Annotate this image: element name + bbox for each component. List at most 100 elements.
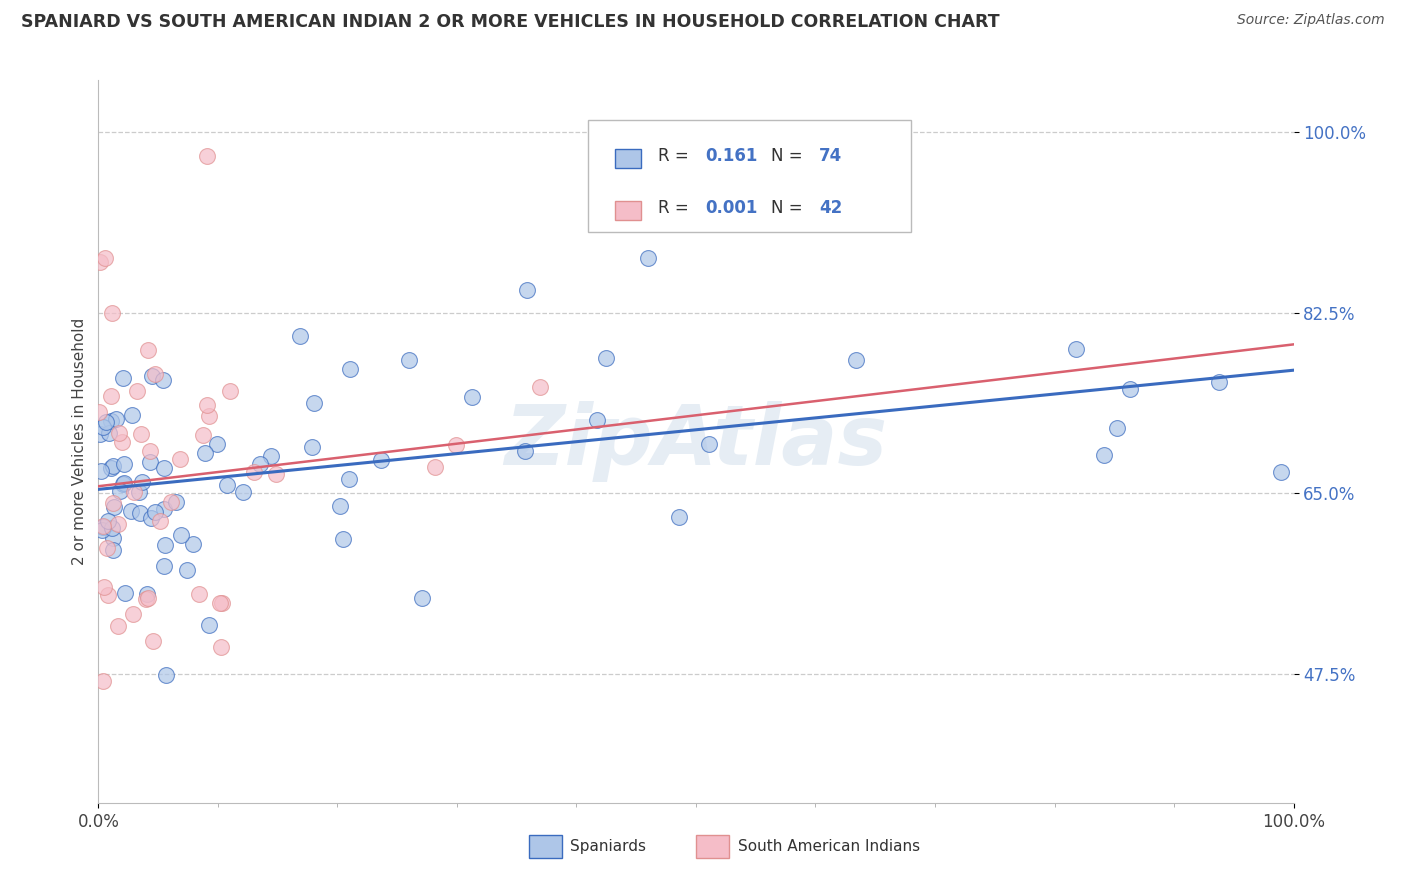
Point	[1107, 421, 1129, 435]
Point	[329, 500, 352, 514]
Point	[94, 251, 117, 265]
Point	[529, 380, 551, 394]
Point	[143, 505, 166, 519]
Text: 0.161: 0.161	[706, 147, 758, 165]
Point	[101, 531, 124, 545]
Point	[209, 640, 232, 655]
Point	[128, 484, 150, 499]
Point	[101, 542, 124, 557]
Point	[120, 504, 142, 518]
Point	[129, 506, 152, 520]
Point	[219, 384, 242, 399]
Point	[155, 668, 177, 682]
Point	[187, 587, 209, 601]
Point	[124, 484, 146, 499]
Point	[411, 591, 433, 606]
Point	[108, 483, 131, 498]
Point	[337, 472, 360, 486]
Point	[149, 514, 172, 528]
Text: South American Indians: South American Indians	[738, 839, 920, 855]
Point	[152, 460, 174, 475]
Point	[264, 467, 287, 482]
Point	[89, 405, 111, 419]
Point	[370, 452, 392, 467]
Point	[100, 414, 122, 428]
Point	[232, 484, 254, 499]
Point	[195, 398, 218, 412]
Point	[1092, 448, 1115, 462]
Point	[96, 541, 118, 556]
Point	[127, 384, 149, 398]
Point	[101, 496, 124, 510]
Point	[243, 465, 266, 479]
Point	[89, 255, 111, 269]
Point	[586, 413, 609, 427]
Point	[107, 619, 129, 633]
Point	[181, 537, 204, 551]
Point	[425, 459, 447, 474]
Text: 0.001: 0.001	[706, 199, 758, 217]
Point	[170, 528, 193, 542]
Point	[108, 426, 131, 441]
Point	[100, 389, 122, 403]
Point	[165, 495, 187, 509]
Text: 42: 42	[820, 199, 842, 217]
Point	[100, 306, 122, 320]
Point	[304, 396, 326, 410]
Point	[141, 633, 163, 648]
Point	[129, 427, 152, 442]
Point	[516, 284, 538, 298]
Point	[513, 443, 536, 458]
Point	[131, 475, 153, 489]
Point	[97, 588, 120, 602]
Point	[152, 373, 174, 387]
Point	[89, 427, 111, 442]
Point	[111, 435, 134, 450]
Point	[104, 412, 127, 426]
Text: N =: N =	[772, 199, 808, 217]
Point	[205, 437, 228, 451]
Point	[94, 416, 117, 430]
Point	[135, 592, 157, 607]
Point	[139, 511, 162, 525]
Point	[91, 520, 114, 534]
Point	[301, 440, 323, 454]
Point	[153, 559, 176, 574]
Point	[98, 425, 121, 440]
Text: ZipAtlas: ZipAtlas	[505, 401, 887, 482]
Point	[97, 514, 120, 528]
Point	[112, 370, 135, 384]
Y-axis label: 2 or more Vehicles in Household: 2 or more Vehicles in Household	[72, 318, 87, 566]
Point	[139, 455, 162, 469]
Text: R =: R =	[658, 147, 693, 165]
FancyBboxPatch shape	[589, 120, 911, 232]
Point	[194, 446, 217, 460]
FancyBboxPatch shape	[614, 149, 641, 169]
Point	[112, 477, 135, 491]
Point	[191, 427, 214, 442]
FancyBboxPatch shape	[614, 202, 641, 220]
Point	[444, 438, 467, 452]
Point	[197, 618, 219, 632]
Point	[143, 367, 166, 381]
Point	[668, 510, 690, 524]
Point	[1270, 465, 1292, 479]
Point	[139, 443, 162, 458]
Point	[1064, 343, 1087, 357]
Point	[259, 450, 281, 464]
Point	[637, 251, 659, 265]
Point	[103, 500, 125, 515]
Point	[153, 501, 176, 516]
Point	[195, 149, 218, 163]
Point	[249, 457, 271, 471]
Text: Source: ZipAtlas.com: Source: ZipAtlas.com	[1237, 13, 1385, 28]
Point	[215, 478, 238, 492]
Point	[114, 458, 136, 472]
Text: 74: 74	[820, 147, 842, 165]
Point	[136, 343, 159, 357]
Point	[461, 390, 484, 404]
Text: Spaniards: Spaniards	[571, 839, 647, 855]
Point	[176, 563, 198, 577]
Point	[93, 580, 115, 594]
Point	[121, 607, 143, 621]
